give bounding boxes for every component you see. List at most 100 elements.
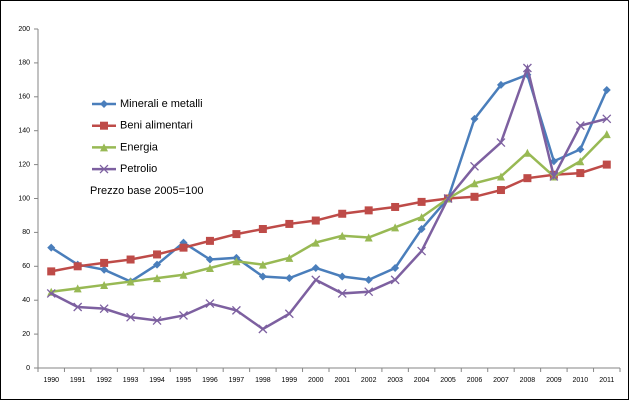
point xyxy=(311,263,320,272)
point xyxy=(100,121,108,130)
x-tick-label: 1991 xyxy=(70,377,86,384)
point xyxy=(284,309,294,319)
x-tick-label: 2005 xyxy=(440,377,456,384)
point xyxy=(470,179,479,188)
x-tick-label: 1997 xyxy=(229,377,245,384)
point xyxy=(470,192,479,201)
point xyxy=(391,202,400,211)
point xyxy=(205,236,214,245)
point xyxy=(549,172,559,181)
point xyxy=(126,312,136,322)
point xyxy=(364,206,373,215)
y-tick-label: 60 xyxy=(22,263,30,270)
point xyxy=(391,223,400,232)
x-tick-label: 1990 xyxy=(43,377,59,384)
y-tick-label: 40 xyxy=(22,297,30,304)
x-tick-label: 2009 xyxy=(546,377,562,384)
point xyxy=(100,258,109,267)
point xyxy=(311,238,320,247)
point xyxy=(576,145,585,154)
point xyxy=(364,287,374,297)
series-line xyxy=(51,133,608,293)
point xyxy=(100,143,108,152)
point xyxy=(364,233,373,242)
point xyxy=(100,265,109,274)
point xyxy=(205,263,214,272)
x-tick-label: 2011 xyxy=(599,377,614,384)
point xyxy=(576,157,585,166)
point xyxy=(126,277,135,286)
x-tick-label: 1995 xyxy=(176,377,192,384)
point xyxy=(575,121,585,131)
x-tick-label: 2008 xyxy=(520,377,536,384)
point xyxy=(285,219,294,228)
point xyxy=(417,213,426,222)
y-tick-label: 140 xyxy=(18,128,30,135)
point xyxy=(231,305,241,315)
point xyxy=(522,63,532,73)
point xyxy=(73,284,82,293)
y-tick-label: 200 xyxy=(18,26,30,33)
point xyxy=(232,230,241,239)
point xyxy=(338,272,347,281)
point xyxy=(152,316,162,325)
point xyxy=(391,263,400,272)
x-tick-label: 2006 xyxy=(467,377,483,384)
point xyxy=(417,197,426,206)
point xyxy=(390,275,400,285)
x-tick-label: 2000 xyxy=(308,377,324,384)
point xyxy=(258,225,267,234)
x-tick-label: 1992 xyxy=(96,377,112,384)
point xyxy=(470,161,479,171)
point xyxy=(99,304,109,314)
point xyxy=(417,225,426,234)
point xyxy=(496,138,506,148)
series-line xyxy=(50,73,608,283)
point xyxy=(179,243,188,252)
point xyxy=(100,100,108,108)
legend-label: Minerali e metalli xyxy=(120,98,203,110)
point xyxy=(523,148,532,157)
point xyxy=(73,262,82,271)
y-tick-label: 160 xyxy=(18,94,30,101)
point xyxy=(576,169,585,178)
annotation: Prezzo base 2005=100 xyxy=(90,185,203,197)
y-tick-label: 180 xyxy=(18,60,30,67)
point xyxy=(100,280,109,289)
y-tick-label: 0 xyxy=(26,365,30,372)
legend-label: Petrolio xyxy=(120,163,157,175)
x-tick-label: 1996 xyxy=(202,377,218,384)
point xyxy=(179,310,188,320)
x-tick-label: 2001 xyxy=(334,377,350,384)
point xyxy=(311,275,321,285)
point xyxy=(443,194,453,203)
point xyxy=(496,186,505,195)
point xyxy=(47,267,56,276)
y-tick-label: 100 xyxy=(18,195,30,202)
point xyxy=(258,324,268,334)
x-tick-label: 2007 xyxy=(493,377,509,384)
legend-label: Energia xyxy=(120,141,159,153)
point xyxy=(153,274,162,283)
point xyxy=(417,246,427,256)
point xyxy=(258,272,267,281)
point xyxy=(73,302,83,312)
point xyxy=(337,288,347,298)
point xyxy=(364,275,373,284)
point xyxy=(496,172,505,181)
point xyxy=(311,216,320,225)
point xyxy=(285,274,294,283)
series-line xyxy=(50,163,608,273)
x-tick-label: 1999 xyxy=(282,377,298,384)
point xyxy=(205,299,215,309)
point xyxy=(602,86,611,95)
point xyxy=(523,174,532,183)
x-tick-label: 2002 xyxy=(361,377,377,384)
point xyxy=(602,130,611,139)
point xyxy=(602,160,611,169)
x-tick-label: 1994 xyxy=(149,377,165,384)
series-line xyxy=(50,63,608,331)
point xyxy=(602,114,612,124)
x-tick-label: 2004 xyxy=(414,377,430,384)
